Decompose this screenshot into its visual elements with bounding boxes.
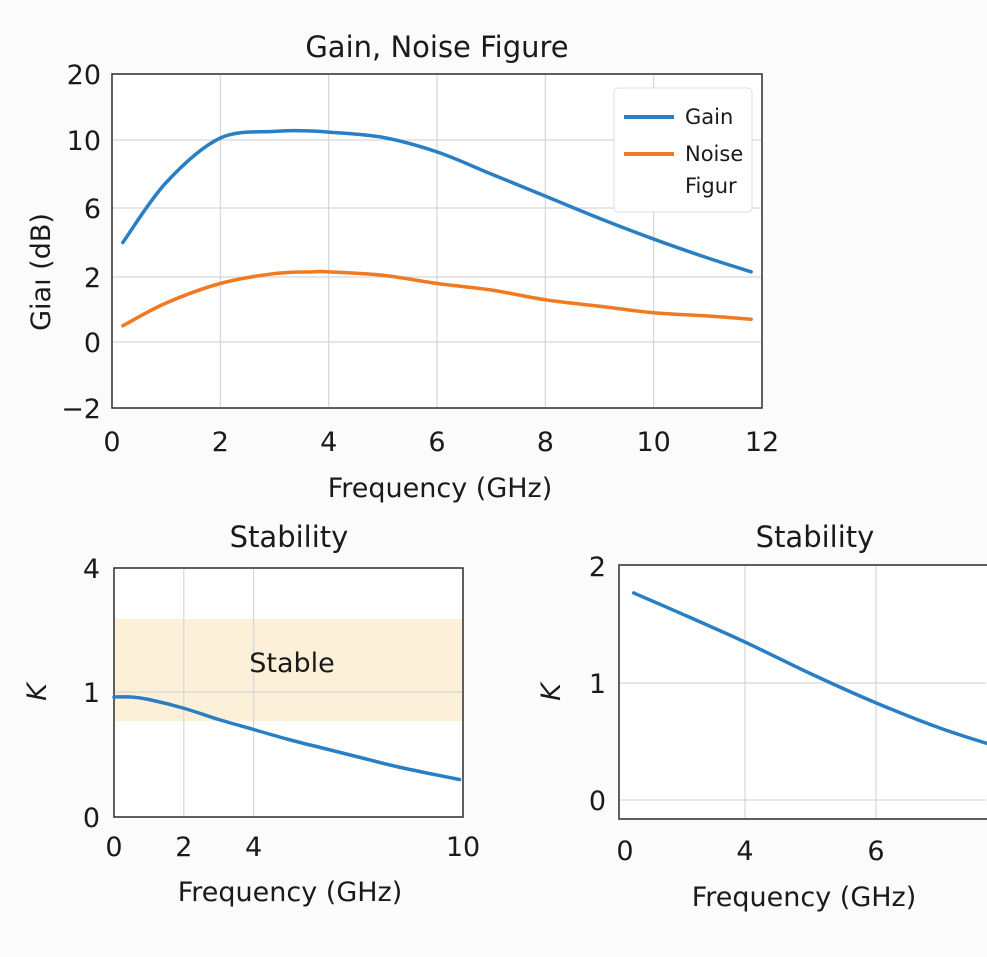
stable-annotation: Stable [249, 648, 335, 679]
chart-title: Stability [756, 520, 875, 554]
series-lines [112, 695, 462, 782]
stability-chart-left: 0 2 4 10 0 1 4 Stable Stability Frequency (GHz… [22, 520, 480, 908]
y-tick-label: 0 [589, 786, 606, 817]
x-tick-label: 6 [867, 836, 884, 867]
plot-frame [618, 564, 987, 820]
x-tick-label: 4 [320, 427, 337, 458]
tick-labels: 0 2 4 10 0 1 4 [83, 554, 480, 863]
legend: Gain Noise Figur [613, 87, 753, 213]
grid [115, 569, 462, 816]
x-tick-label: 0 [103, 427, 120, 458]
x-axis-label: Frequency (GHz) [328, 473, 553, 504]
y-tick-label: 6 [84, 194, 101, 225]
series-lines [121, 128, 753, 328]
x-tick-label: 0 [105, 832, 122, 863]
series-lines [631, 591, 987, 746]
y-axis-label: K [536, 681, 567, 701]
x-tick-label: 12 [745, 427, 779, 458]
x-tick-label: 10 [446, 832, 480, 863]
y-axis-label: Giaı (dB) [26, 213, 57, 331]
y-tick-label: 2 [84, 263, 101, 294]
x-tick-label: 8 [537, 427, 554, 458]
y-axis-label: K [22, 681, 53, 701]
y-tick-label: 1 [83, 678, 100, 709]
x-tick-label: 4 [245, 832, 262, 863]
stability-k-line [631, 591, 987, 746]
x-tick-label: 10 [636, 427, 670, 458]
chart-title: Gain, Noise Figure [305, 30, 568, 64]
x-axis-label: Frequency (GHz) [178, 877, 403, 908]
x-tick-label: 0 [616, 836, 633, 867]
gain-line [121, 128, 753, 274]
y-tick-label: 4 [83, 554, 100, 585]
x-tick-label: 2 [212, 427, 229, 458]
legend-label-gain: Gain [685, 105, 733, 129]
y-tick-label: 2 [589, 552, 606, 583]
grid [620, 566, 986, 818]
y-tick-label: 0 [84, 328, 101, 359]
y-tick-label: 0 [83, 803, 100, 834]
x-tick-label: 2 [175, 832, 192, 863]
tick-labels: 0 4 6 0 1 2 [589, 552, 885, 867]
stability-chart-right: 0 4 6 0 1 2 Stability Frequency (GHz) K [536, 520, 987, 913]
y-tick-label: 20 [67, 60, 101, 91]
x-axis-label: Frequency (GHz) [692, 882, 917, 913]
chart-title: Stability [230, 520, 349, 554]
noise-figure-line [121, 269, 753, 328]
y-tick-label: 10 [67, 126, 101, 157]
stability-k-line [112, 695, 462, 782]
y-tick-label: −2 [61, 394, 101, 425]
x-tick-label: 6 [428, 427, 445, 458]
x-tick-label: 4 [736, 836, 753, 867]
legend-label-noise: Noise Figur [685, 142, 750, 198]
y-tick-label: 1 [589, 669, 606, 700]
